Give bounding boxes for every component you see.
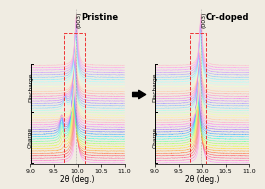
Text: Charge: Charge — [28, 127, 33, 148]
Text: Cr-doped: Cr-doped — [206, 13, 249, 22]
Text: Pristine: Pristine — [81, 13, 118, 22]
X-axis label: 2θ (deg.): 2θ (deg.) — [60, 175, 95, 184]
Text: Discharge: Discharge — [28, 72, 33, 102]
Text: (003): (003) — [201, 12, 206, 28]
Text: Charge: Charge — [153, 127, 157, 148]
X-axis label: 2θ (deg.): 2θ (deg.) — [185, 175, 219, 184]
Text: (003): (003) — [77, 12, 82, 28]
Text: Discharge: Discharge — [153, 72, 157, 102]
Bar — [64, 33, 85, 164]
Bar — [190, 33, 206, 164]
